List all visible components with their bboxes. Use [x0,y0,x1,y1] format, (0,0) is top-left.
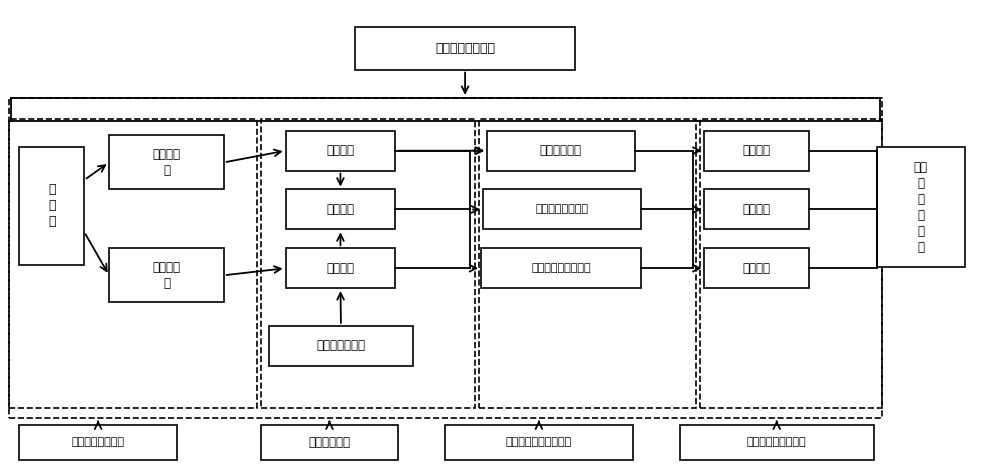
Text: 应力检测单元: 应力检测单元 [540,144,582,157]
Bar [286,190,395,229]
Text: 裂纹扩展检测单元: 裂纹扩展检测单元 [535,204,588,214]
Bar [487,131,635,171]
Text: 动夹持头: 动夹持头 [326,262,354,275]
Bar [19,425,177,460]
Text: 激光发射
端: 激光发射 端 [152,148,180,177]
Bar [481,248,641,288]
Text: 信号采集和控制系统: 信号采集和控制系统 [747,437,807,447]
Text: 静夹持头: 静夹持头 [326,144,354,157]
Bar [680,425,874,460]
Text: 数据采集: 数据采集 [743,262,771,275]
Bar [704,131,809,171]
Text: 收缩开裂性能测试系统: 收缩开裂性能测试系统 [506,437,572,447]
Text: 试件含水率检测单元: 试件含水率检测单元 [531,263,591,273]
Bar [700,119,882,408]
Text: 待测试件: 待测试件 [326,203,354,216]
Text: 摄
像
头: 摄 像 头 [48,184,55,228]
Bar [269,326,413,366]
Text: 参数设定: 参数设定 [743,203,771,216]
Text: 过程监控: 过程监控 [743,144,771,157]
Bar [483,190,641,229]
Bar [877,147,965,267]
Bar [286,131,395,171]
Bar [286,248,395,288]
Bar [479,119,696,408]
Text: 环境条件控制系统: 环境条件控制系统 [435,42,495,55]
Text: 激光接收
端: 激光接收 端 [152,261,180,290]
Bar [109,135,224,190]
Bar [704,190,809,229]
Bar [9,119,257,408]
Bar [9,98,882,418]
Bar [704,248,809,288]
Bar [261,425,398,460]
Text: 计算
机
及
显
示
器: 计算 机 及 显 示 器 [914,161,928,254]
Text: 预紧力加载机构: 预紧力加载机构 [316,339,365,352]
Text: 辅助对中调平系统: 辅助对中调平系统 [72,437,125,447]
Bar [109,248,224,302]
Bar [445,425,633,460]
Bar [355,27,575,70]
Bar [261,119,475,408]
Text: 夹持加载系统: 夹持加载系统 [308,436,350,449]
Bar [19,147,84,265]
